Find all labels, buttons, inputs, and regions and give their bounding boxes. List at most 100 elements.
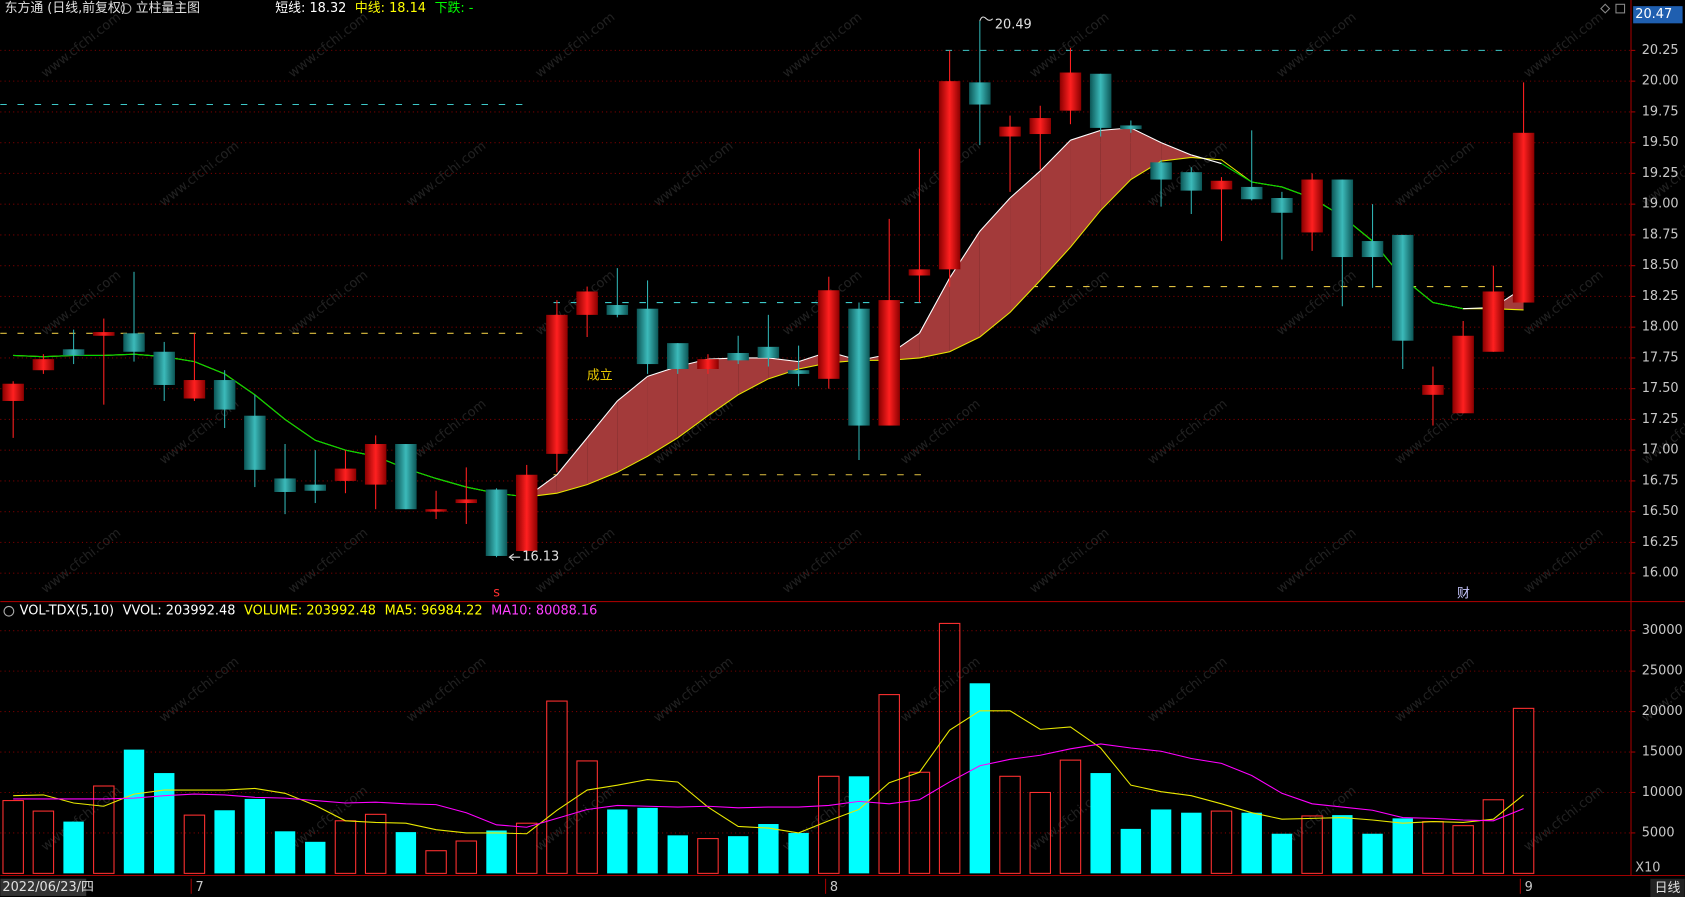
ribbon (587, 400, 618, 485)
line-short (315, 439, 346, 451)
volume-bar (1090, 773, 1111, 874)
arrow (508, 553, 521, 561)
line-short (979, 197, 1011, 232)
annotation: 财 (1457, 587, 1470, 602)
candle-body (123, 333, 145, 352)
high-label: 20.49 (995, 18, 1032, 33)
legend-item: MA10: 80088.16 (491, 604, 597, 619)
icon[interactable] (1600, 3, 1611, 14)
line-short (284, 418, 316, 441)
candle-body (395, 444, 417, 510)
candle-body (1180, 172, 1203, 191)
line-short (586, 400, 618, 439)
candle-body (848, 308, 870, 426)
low-label: 16.13 (522, 550, 559, 565)
candle-body (425, 509, 447, 512)
volume-bar (758, 824, 779, 874)
line-short (435, 477, 467, 488)
volume-bar (93, 785, 115, 874)
volume-bar (123, 749, 145, 874)
candle-body (1301, 179, 1323, 233)
y-tick-label: 16.00 (1642, 566, 1679, 581)
y-tick-label: 16.50 (1642, 504, 1679, 519)
annotation: 成立 (587, 368, 613, 383)
volume-ma (13, 710, 1524, 835)
ribbon (949, 231, 980, 352)
volume-bar (848, 776, 870, 874)
ribbon (1010, 170, 1041, 313)
candle-body (364, 444, 387, 485)
volume-bar (32, 810, 55, 874)
line-short (918, 277, 951, 334)
volume-bar (1332, 815, 1353, 874)
y-tick-label: 20000 (1642, 704, 1683, 719)
candle-body (153, 351, 175, 385)
candle-body (546, 314, 568, 454)
candle-body (908, 269, 931, 276)
main-chart-name[interactable]: 立柱量主图 (136, 1, 200, 16)
volume-bar (63, 821, 84, 874)
y-tick-label: 18.50 (1642, 258, 1679, 273)
candle-body (1240, 186, 1263, 200)
y-tick-label: 18.25 (1642, 289, 1679, 304)
volume-bar (244, 798, 266, 874)
line-short (103, 353, 135, 356)
y-tick-label: 10000 (1642, 785, 1683, 800)
icon[interactable] (1615, 3, 1626, 14)
ribbon (1070, 130, 1101, 248)
volume-bar (1482, 799, 1505, 874)
candle-body (697, 359, 719, 369)
volume-bar (607, 809, 628, 874)
candle-body (515, 474, 538, 552)
volume-bar (1210, 810, 1233, 874)
candle-body (334, 468, 357, 481)
y-tick-label: 19.75 (1642, 104, 1679, 119)
volume-bar (788, 832, 809, 874)
ribbon (1100, 127, 1131, 211)
legend-item: 中线: 18.14 (355, 1, 426, 16)
volume-bar (305, 841, 326, 874)
line-short (616, 375, 648, 402)
y-tick-label: 17.25 (1642, 412, 1679, 427)
ribbon (677, 359, 708, 438)
unit-label: X10 (1635, 860, 1660, 875)
candle-body (93, 332, 115, 336)
candle-body (304, 484, 326, 491)
candle-body (1422, 384, 1444, 395)
volume-bar (1362, 833, 1383, 874)
last-price: 20.47 (1635, 7, 1672, 22)
candle-body (455, 499, 478, 504)
legend-item: 下跌: - (435, 0, 474, 16)
candle-body (62, 349, 85, 356)
candle-body (1452, 335, 1474, 414)
candle-body (1361, 241, 1384, 258)
line-short (949, 230, 981, 279)
volume-bar (515, 822, 538, 874)
volume-bar (455, 840, 478, 874)
volume-bar (395, 832, 417, 874)
ribbon (768, 357, 799, 379)
candle-body (999, 126, 1021, 137)
ribbon (556, 437, 588, 494)
y-tick-label: 17.00 (1642, 443, 1679, 458)
volume-bar (1029, 791, 1051, 874)
line-short (1160, 142, 1192, 156)
icon (3, 605, 15, 617)
period[interactable]: 日线 (1655, 881, 1681, 896)
candle-body (787, 370, 810, 374)
candle-body (32, 359, 55, 371)
candle-body (1392, 234, 1414, 341)
candle-body (1120, 125, 1142, 130)
ribbon (1040, 140, 1071, 281)
candle-body (878, 300, 900, 426)
candle-body (1482, 291, 1505, 352)
ribbon (617, 376, 648, 473)
y-tick-label: 19.50 (1642, 135, 1679, 150)
volume-bar (1150, 809, 1172, 874)
ribbon (1161, 142, 1192, 162)
line-short (1432, 302, 1464, 310)
candle-body (757, 346, 780, 358)
icon (120, 3, 132, 14)
volume-bar (546, 700, 568, 874)
